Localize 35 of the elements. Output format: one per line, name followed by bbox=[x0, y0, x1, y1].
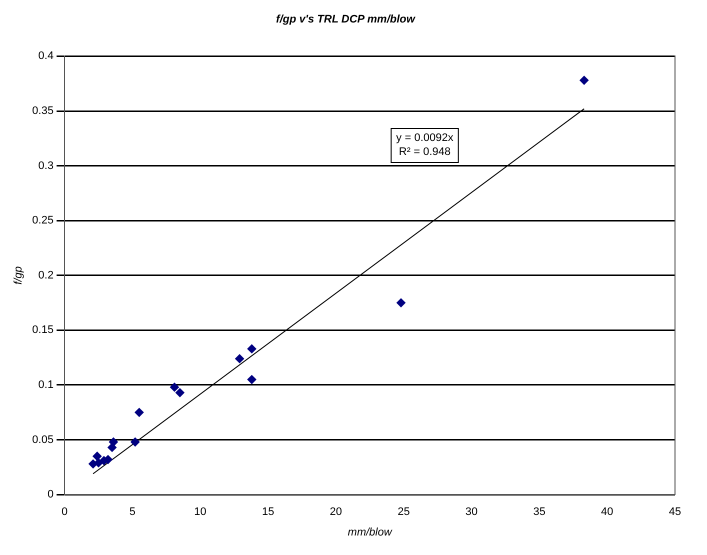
point bbox=[247, 375, 256, 384]
point bbox=[170, 382, 179, 392]
x-tick-label: 30 bbox=[465, 506, 478, 518]
point bbox=[247, 344, 256, 354]
x-tick-label: 45 bbox=[668, 506, 682, 518]
x-tick-label: 10 bbox=[194, 506, 206, 518]
x-tick-label: 20 bbox=[330, 506, 342, 518]
point bbox=[580, 76, 589, 85]
point bbox=[175, 388, 184, 398]
y-tick-label: 0.25 bbox=[32, 214, 54, 227]
y-tick-label: 0.4 bbox=[38, 50, 54, 62]
point bbox=[235, 354, 244, 364]
y-tick-label: 0 bbox=[47, 488, 54, 501]
point bbox=[134, 408, 144, 417]
point bbox=[108, 437, 118, 446]
y-tick-label: 0.15 bbox=[32, 324, 54, 336]
point bbox=[130, 437, 140, 446]
annotation: y = 0.0092x bbox=[396, 132, 454, 144]
y-tick-label: 0.05 bbox=[32, 434, 54, 446]
x-tick-label: 25 bbox=[398, 506, 410, 518]
x-tick-label: 0 bbox=[62, 506, 68, 518]
x-tick-label: 15 bbox=[262, 506, 274, 518]
point bbox=[396, 298, 406, 308]
y-tick-label: 0.1 bbox=[38, 379, 54, 392]
x-tick-label: 35 bbox=[533, 506, 546, 518]
y-tick-label: 0.2 bbox=[38, 269, 54, 282]
x-tick-label: 5 bbox=[129, 506, 136, 518]
x-axis-title: mm/blow bbox=[348, 526, 393, 538]
y-tick-label: 0.3 bbox=[38, 160, 54, 172]
y-tick-label: 0.35 bbox=[32, 105, 54, 118]
point bbox=[92, 452, 102, 461]
x-tick-label: 40 bbox=[601, 506, 614, 518]
annotation: R² = 0.948 bbox=[398, 146, 451, 158]
chart-title: f/gp v's TRL DCP mm/blow bbox=[276, 14, 416, 26]
y-axis-title: f/gp bbox=[12, 266, 25, 285]
